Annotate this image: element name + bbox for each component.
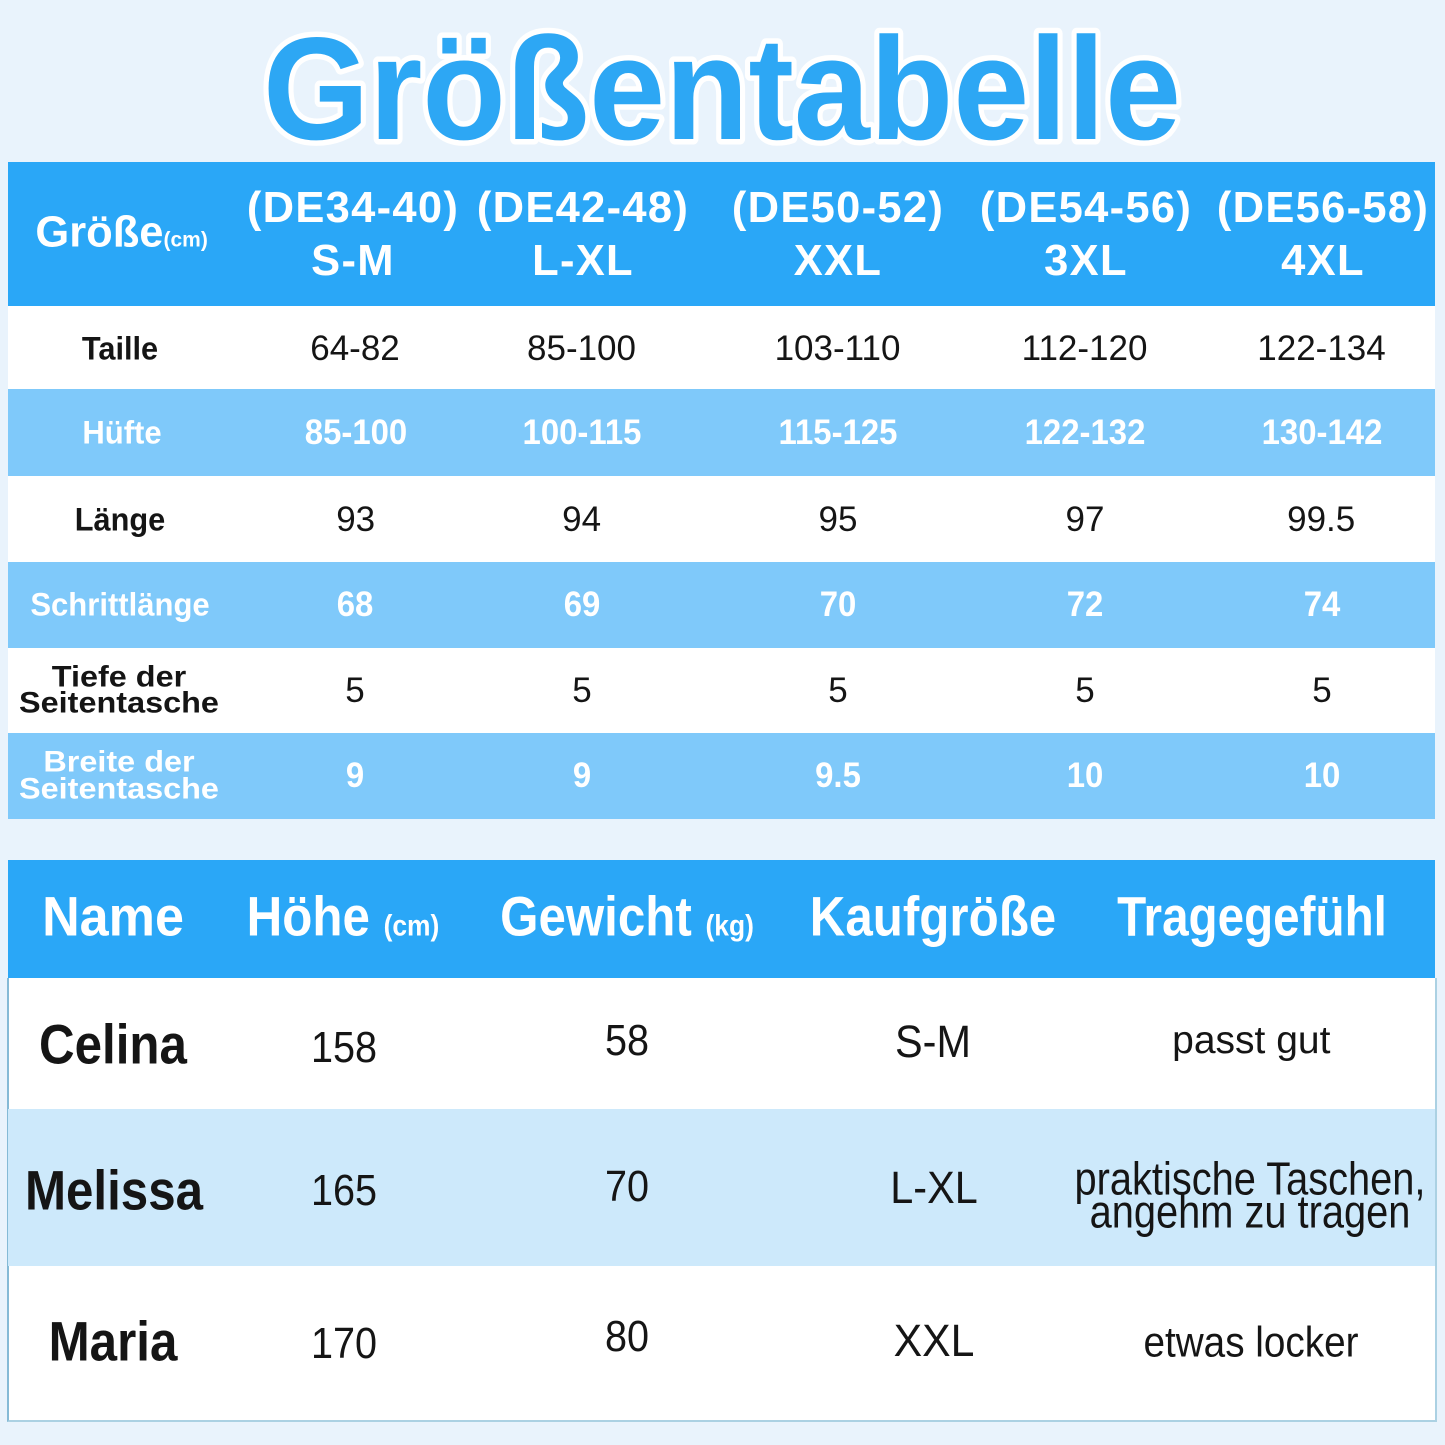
svg-text:Größentabelle: Größentabelle xyxy=(263,7,1181,170)
